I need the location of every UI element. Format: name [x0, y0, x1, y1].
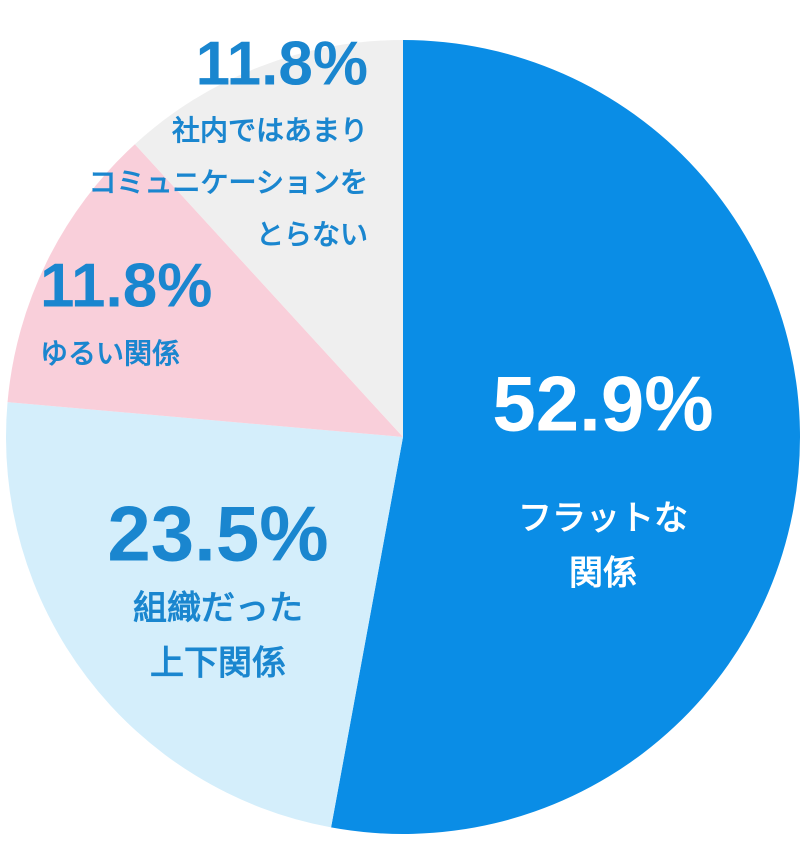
- pie-slice: [134, 40, 403, 437]
- pie-slice: [331, 40, 800, 834]
- value-label: 11.8%: [196, 29, 368, 98]
- slice-label: 上下関係: [150, 644, 286, 684]
- slice-label: とらない: [256, 218, 368, 251]
- slice-label: コミュニケーションを: [89, 166, 368, 199]
- slice-label: ゆるい関係: [40, 337, 180, 370]
- slice-label: 社内ではあまり: [172, 114, 368, 147]
- slice-label: 関係: [569, 554, 637, 594]
- value-label: 52.9%: [492, 360, 713, 448]
- slice-label: フラットな: [518, 499, 688, 539]
- pie-slice: [6, 402, 403, 828]
- pie-slice: [7, 144, 404, 438]
- value-label: 11.8%: [40, 251, 212, 320]
- value-label: 23.5%: [107, 490, 328, 578]
- slice-label: 組織だった: [133, 589, 303, 629]
